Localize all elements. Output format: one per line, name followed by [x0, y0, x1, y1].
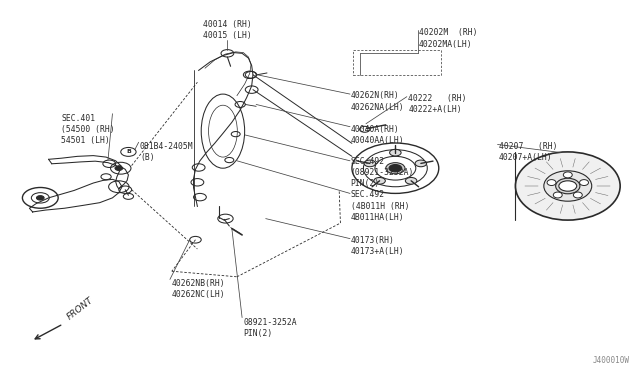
Circle shape	[389, 164, 402, 172]
Circle shape	[386, 163, 405, 174]
Text: 40262N(RH)
40262NA(LH): 40262N(RH) 40262NA(LH)	[351, 92, 404, 112]
Text: 40040A(RH)
40040AA(LH): 40040A(RH) 40040AA(LH)	[351, 125, 404, 145]
Ellipse shape	[556, 178, 580, 194]
Text: 40014 (RH)
40015 (LH): 40014 (RH) 40015 (LH)	[203, 19, 252, 39]
Ellipse shape	[580, 180, 589, 186]
Text: 40262NB(RH)
40262NC(LH): 40262NB(RH) 40262NC(LH)	[172, 279, 225, 299]
Text: 40222   (RH)
40222+A(LH): 40222 (RH) 40222+A(LH)	[408, 94, 467, 114]
Text: FRONT: FRONT	[66, 296, 95, 322]
Ellipse shape	[573, 192, 582, 198]
Circle shape	[405, 177, 417, 184]
Text: 40202M  (RH)
40202MA(LH): 40202M (RH) 40202MA(LH)	[419, 29, 477, 49]
Text: J400010W: J400010W	[593, 356, 630, 365]
Text: B: B	[126, 150, 131, 154]
Circle shape	[390, 149, 401, 156]
Text: SEC.492
(4B011H (RH)
4B011HA(LH): SEC.492 (4B011H (RH) 4B011HA(LH)	[351, 190, 409, 222]
Text: 081B4-2405M
(B): 081B4-2405M (B)	[140, 142, 193, 162]
Ellipse shape	[553, 192, 562, 198]
Circle shape	[415, 160, 427, 167]
Circle shape	[36, 196, 44, 200]
Text: SEC.492
(08921-3252A)
PIN(2): SEC.492 (08921-3252A) PIN(2)	[351, 157, 414, 188]
Text: 08921-3252A
PIN(2): 08921-3252A PIN(2)	[243, 318, 297, 338]
Text: SEC.401
(54500 (RH)
54501 (LH): SEC.401 (54500 (RH) 54501 (LH)	[61, 114, 115, 145]
Circle shape	[559, 181, 577, 191]
Circle shape	[374, 177, 385, 184]
Text: 40173(RH)
40173+A(LH): 40173(RH) 40173+A(LH)	[351, 236, 404, 256]
Text: 40207   (RH)
40207+A(LH): 40207 (RH) 40207+A(LH)	[499, 142, 557, 162]
Circle shape	[115, 166, 123, 170]
Ellipse shape	[544, 171, 592, 201]
Ellipse shape	[547, 180, 556, 186]
Ellipse shape	[515, 152, 620, 220]
Circle shape	[364, 160, 376, 167]
Ellipse shape	[563, 172, 572, 178]
